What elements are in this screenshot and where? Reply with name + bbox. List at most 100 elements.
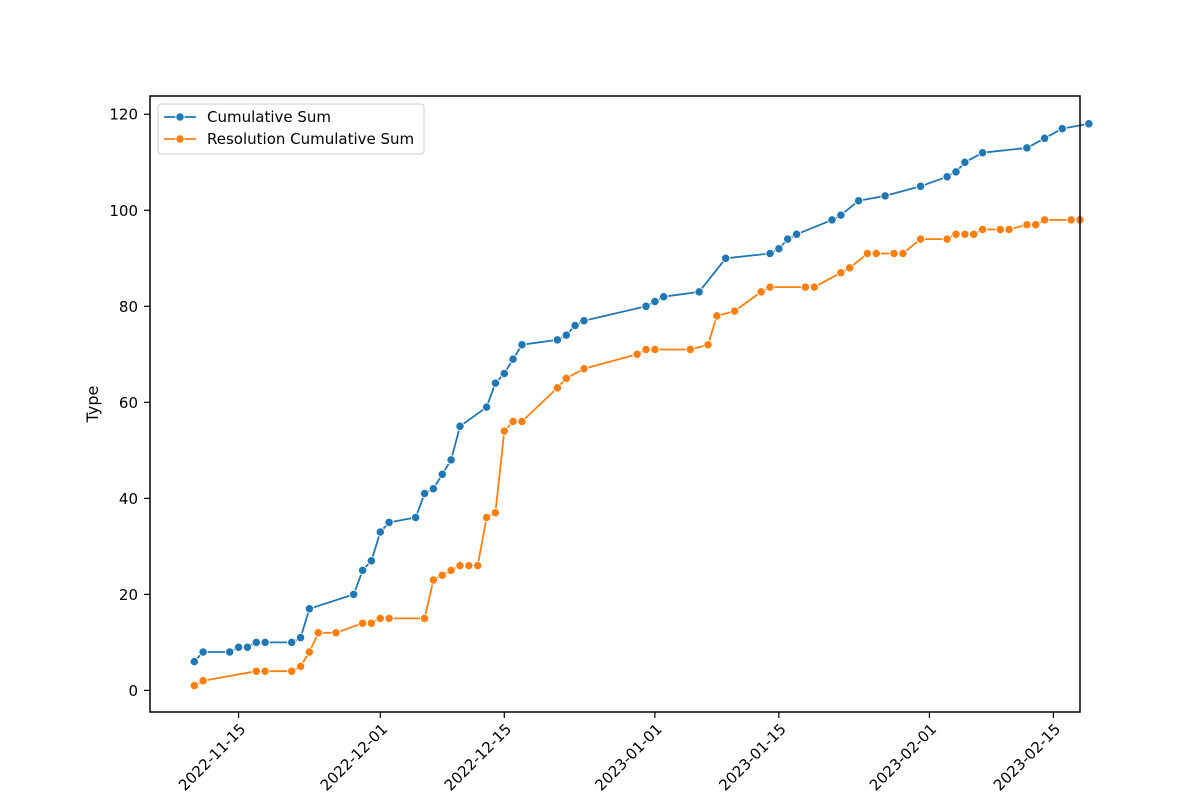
data-point (570, 320, 580, 331)
y-tick-label: 40 (119, 490, 138, 508)
data-point (871, 248, 881, 259)
data-point (862, 248, 873, 259)
data-point (827, 215, 837, 225)
x-tick-label: 2022-12-15 (441, 720, 515, 794)
data-point (304, 647, 315, 657)
data-point (481, 402, 492, 412)
data-point (650, 344, 660, 355)
data-point (287, 637, 297, 648)
data-point (561, 330, 571, 340)
data-point (809, 282, 819, 292)
data-point (1066, 215, 1076, 225)
data-point (977, 224, 988, 235)
data-point (561, 373, 571, 383)
data-point (960, 157, 970, 167)
legend: Cumulative Sum Resolution Cumulative Sum (157, 103, 425, 155)
x-tick-label: 2022-11-15 (175, 720, 249, 794)
data-point (508, 416, 518, 427)
data-point (446, 455, 456, 465)
data-point (836, 268, 846, 278)
data-point (242, 642, 253, 652)
data-point (428, 575, 439, 585)
data-point (189, 680, 199, 691)
data-point (915, 234, 926, 244)
data-point (499, 368, 509, 379)
data-point (1084, 119, 1094, 129)
y-tick-label: 100 (109, 202, 138, 220)
data-point (756, 287, 766, 297)
data-point (1057, 123, 1067, 134)
y-tick-label: 120 (109, 106, 138, 124)
data-point (428, 484, 439, 494)
data-point (641, 344, 651, 355)
data-point (1039, 215, 1050, 225)
data-point (225, 647, 235, 657)
data-point (366, 556, 377, 566)
data-point (845, 263, 855, 273)
legend-label: Resolution Cumulative Sum (207, 130, 414, 148)
data-point (659, 292, 669, 302)
series-line (193, 122, 1090, 663)
data-point (490, 508, 501, 518)
data-point (712, 311, 722, 321)
data-point (951, 167, 961, 177)
data-point (473, 560, 483, 571)
x-tick-label: 2023-02-15 (990, 720, 1064, 794)
data-point (251, 666, 261, 676)
x-tick-label: 2023-01-15 (715, 720, 789, 794)
data-point (455, 421, 465, 431)
data-point (632, 349, 642, 359)
data-point (260, 666, 270, 676)
data-point (1031, 220, 1041, 230)
y-tick-label: 60 (119, 394, 138, 412)
data-point (419, 613, 430, 624)
data-point (898, 248, 908, 259)
series-0 (189, 119, 1094, 667)
data-point (295, 632, 306, 643)
data-point (977, 148, 988, 158)
data-point (411, 512, 421, 523)
plot-frame (149, 95, 1081, 713)
data-point (800, 282, 811, 292)
data-point (189, 656, 199, 667)
y-tick-label: 20 (119, 586, 138, 604)
series-layer (189, 119, 1094, 691)
data-point (791, 229, 802, 239)
data-point (287, 666, 297, 676)
data-point (650, 296, 660, 307)
data-point (517, 340, 527, 350)
series-1 (189, 215, 1085, 691)
data-point (995, 224, 1005, 235)
data-point (198, 647, 208, 657)
legend-item: Cumulative Sum (164, 108, 331, 126)
legend-label: Cumulative Sum (207, 108, 331, 126)
data-point (331, 628, 341, 638)
data-point (357, 618, 368, 628)
data-point (951, 229, 961, 239)
data-point (685, 344, 695, 355)
data-point (295, 661, 306, 672)
data-point (889, 248, 899, 259)
data-point (384, 613, 394, 624)
data-point (579, 364, 589, 374)
data-point (1022, 143, 1032, 153)
legend-swatch-marker (175, 112, 185, 122)
y-axis-label: Type (83, 386, 102, 424)
data-point (729, 306, 740, 316)
data-point (721, 253, 731, 263)
data-point (455, 560, 465, 571)
data-point (357, 565, 368, 576)
data-point (384, 517, 394, 528)
data-point (366, 618, 377, 628)
data-point (942, 172, 952, 182)
data-point (853, 196, 864, 206)
data-point (464, 560, 474, 571)
data-point (481, 512, 492, 523)
data-point (446, 565, 456, 576)
y-tick-label: 80 (119, 298, 138, 316)
data-point (836, 210, 846, 220)
data-point (1039, 133, 1050, 143)
data-point (1004, 224, 1014, 235)
